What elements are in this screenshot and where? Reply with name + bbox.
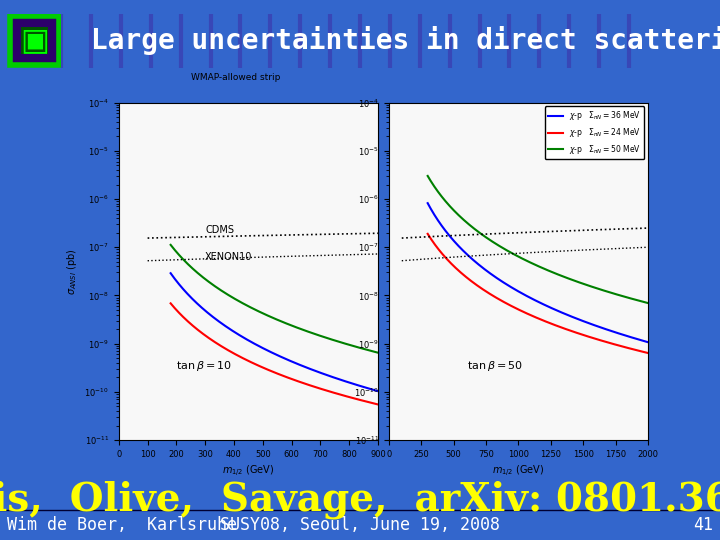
Text: CDMS: CDMS <box>205 225 234 235</box>
X-axis label: $m_{1/2}$ (GeV): $m_{1/2}$ (GeV) <box>222 464 275 480</box>
FancyBboxPatch shape <box>10 16 58 65</box>
Text: $\tan\beta = 10$: $\tan\beta = 10$ <box>176 359 233 373</box>
Text: Large uncertainties in direct scattering x-section: Large uncertainties in direct scattering… <box>91 26 720 55</box>
Text: Ellis,  Olive,  Savage,  arXiv: 0801.3656: Ellis, Olive, Savage, arXiv: 0801.3656 <box>0 480 720 519</box>
X-axis label: $m_{1/2}$ (GeV): $m_{1/2}$ (GeV) <box>492 464 545 480</box>
Y-axis label: $\sigma_{ANSI}$ (pb): $\sigma_{ANSI}$ (pb) <box>65 248 78 295</box>
Text: Wim de Boer,  Karlsruhe: Wim de Boer, Karlsruhe <box>7 516 237 534</box>
Text: XENON10: XENON10 <box>205 252 253 262</box>
Text: WMAP-allowed strip: WMAP-allowed strip <box>191 72 280 82</box>
FancyBboxPatch shape <box>21 27 48 54</box>
Text: 41: 41 <box>693 516 713 534</box>
Legend: $\chi$-p   $\Sigma_{\pi N}=36$ MeV, $\chi$-p   $\Sigma_{\pi N}=24$ MeV, $\chi$-p: $\chi$-p $\Sigma_{\pi N}=36$ MeV, $\chi$… <box>545 106 644 159</box>
Text: SUSY08, Seoul, June 19, 2008: SUSY08, Seoul, June 19, 2008 <box>220 516 500 534</box>
Text: $\tan\beta = 50$: $\tan\beta = 50$ <box>467 359 523 373</box>
Text: ▣: ▣ <box>19 26 49 55</box>
